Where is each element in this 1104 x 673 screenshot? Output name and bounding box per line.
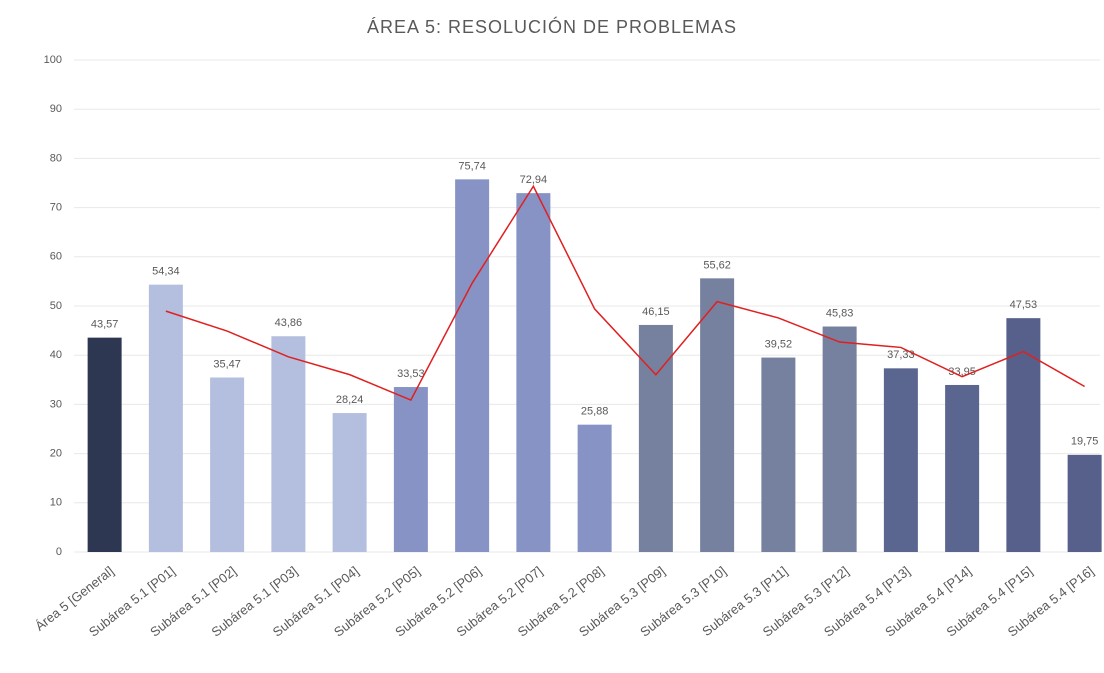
y-tick-label: 100 xyxy=(44,54,62,66)
bar xyxy=(87,337,122,552)
data-label: 46,15 xyxy=(642,306,670,318)
data-label: 35,47 xyxy=(213,358,241,370)
data-label: 33,53 xyxy=(397,368,425,380)
bar xyxy=(516,193,551,552)
y-tick-label: 20 xyxy=(50,448,62,460)
data-label: 55,62 xyxy=(703,259,731,271)
bar xyxy=(945,384,980,552)
bar xyxy=(822,326,857,552)
bar xyxy=(700,278,735,552)
y-tick-label: 10 xyxy=(50,497,62,509)
bar xyxy=(455,179,490,553)
y-tick-label: 90 xyxy=(50,103,62,115)
bar xyxy=(393,387,428,552)
bar xyxy=(271,336,306,552)
data-label: 37,33 xyxy=(887,349,915,361)
bar xyxy=(761,357,796,552)
y-tick-label: 0 xyxy=(56,546,62,558)
bar xyxy=(148,284,183,552)
data-label: 54,34 xyxy=(152,266,180,278)
y-tick-label: 40 xyxy=(50,349,62,361)
data-label: 47,53 xyxy=(1010,299,1038,311)
bar xyxy=(332,413,367,552)
bar xyxy=(577,424,612,552)
data-label: 19,75 xyxy=(1071,436,1099,448)
trendline xyxy=(165,184,1086,401)
chart-title: ÁREA 5: RESOLUCIÓN DE PROBLEMAS xyxy=(367,16,737,37)
bar xyxy=(1067,454,1102,552)
y-tick-label: 60 xyxy=(50,251,62,263)
y-tick-label: 80 xyxy=(50,152,62,164)
data-label: 45,83 xyxy=(826,307,854,319)
data-label: 75,74 xyxy=(458,160,486,172)
y-tick-label: 30 xyxy=(50,398,62,410)
data-label: 39,52 xyxy=(765,338,793,350)
data-label: 25,88 xyxy=(581,406,609,418)
data-label: 33,95 xyxy=(948,366,976,378)
bar xyxy=(210,377,245,552)
y-tick-label: 70 xyxy=(50,202,62,214)
data-label: 43,57 xyxy=(91,319,119,331)
bar xyxy=(883,368,918,552)
bar xyxy=(1006,318,1041,552)
data-label: 43,86 xyxy=(275,317,303,329)
data-label: 28,24 xyxy=(336,394,364,406)
data-label: 72,94 xyxy=(520,174,548,186)
y-tick-label: 50 xyxy=(50,300,62,312)
bar xyxy=(638,324,673,552)
